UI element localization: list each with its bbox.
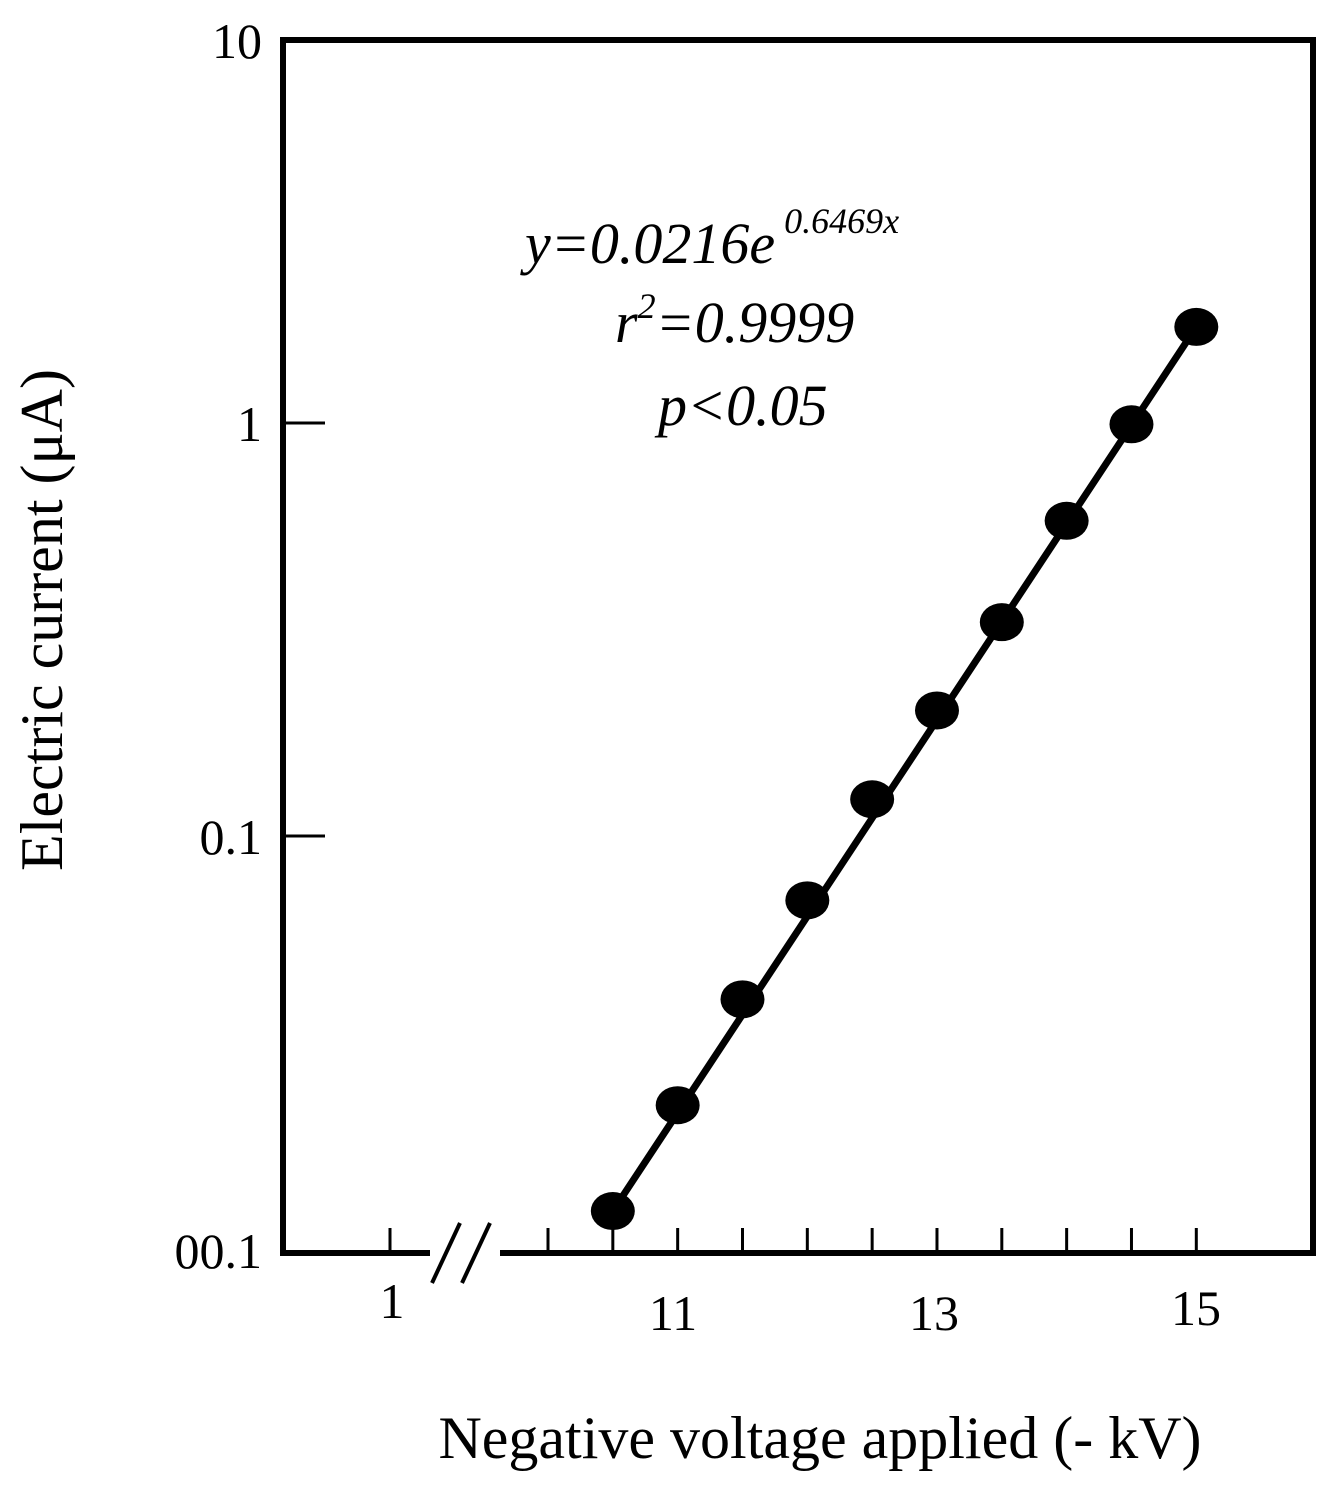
x-tick-label: 15 [1171, 1280, 1221, 1336]
data-point [720, 980, 765, 1019]
data-point [590, 1192, 635, 1231]
x-axis-title: Negative voltage applied (- kV) [438, 1405, 1201, 1471]
fit-equation: y=0.0216e 0.6469x [520, 201, 899, 276]
x-tick-label: 13 [909, 1285, 959, 1341]
data-point [1174, 307, 1219, 346]
x-tick-label: 11 [649, 1285, 697, 1341]
data-points [590, 307, 1219, 1231]
data-point [785, 881, 830, 920]
axis-break-marks [430, 1222, 500, 1284]
data-point [1044, 501, 1089, 540]
data-point [1109, 405, 1154, 444]
data-point [979, 603, 1024, 642]
x-ticks [546, 1228, 1198, 1253]
y-axis-title: Electric current (μA) [9, 369, 75, 871]
data-point [850, 780, 895, 819]
y-tick-label: 10 [212, 13, 262, 69]
data-point [914, 691, 959, 730]
fit-line [609, 324, 1200, 1213]
y-tick-label: 00.1 [175, 1223, 263, 1279]
plot-frame [280, 37, 1316, 1256]
x-tick-label: 1 [380, 1273, 405, 1329]
y-tick-label: 1 [237, 396, 262, 452]
data-point [655, 1086, 700, 1125]
y-tick-label: 0.1 [200, 809, 263, 865]
p-value: p<0.05 [654, 373, 828, 438]
r-squared: r2=0.9999 [615, 286, 854, 355]
